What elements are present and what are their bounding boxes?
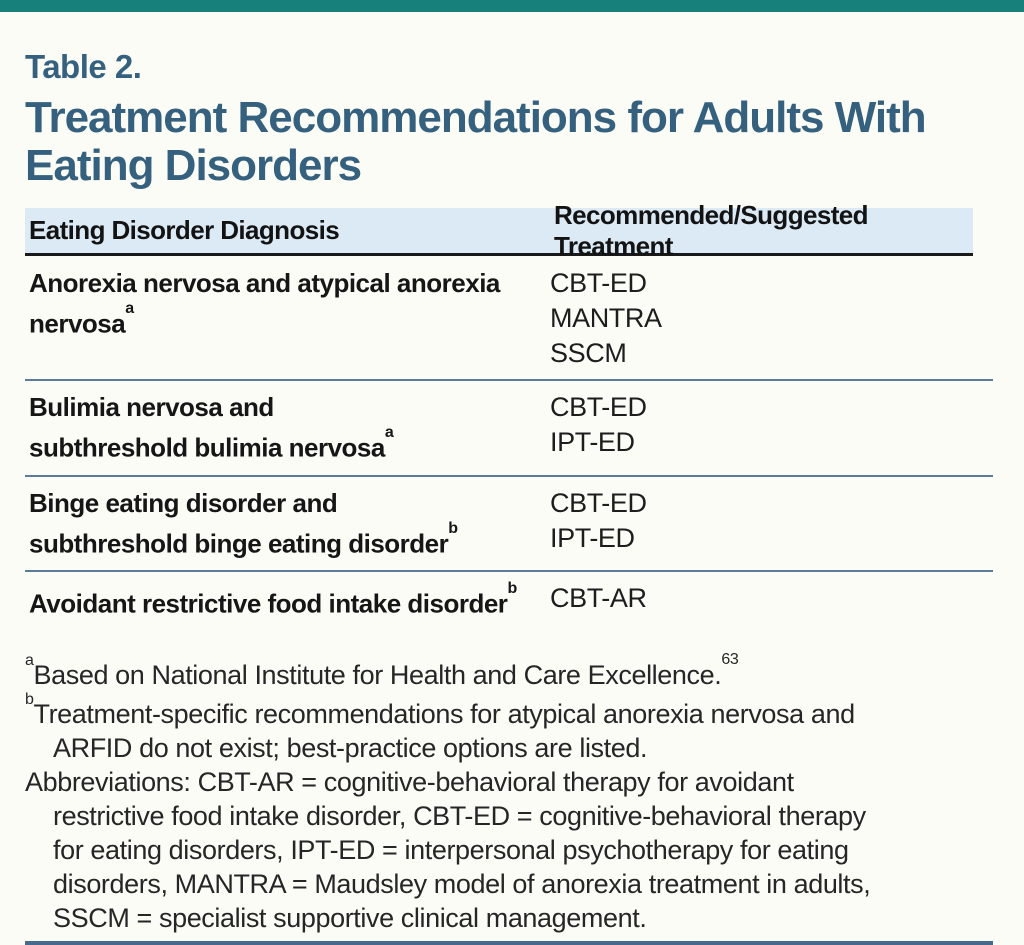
footnote-b-text: Treatment-specific recommendations for a…: [33, 698, 856, 729]
footnote-ref-superscript: a: [125, 300, 135, 317]
table-number-label: Table 2.: [25, 48, 142, 85]
diagnosis-text: Anorexia nervosa and atypical anorexia n…: [29, 268, 500, 339]
footnote-a-text: Based on National Institute for Health a…: [33, 659, 722, 690]
table-row-anorexia: Anorexia nervosa and atypical anorexia n…: [25, 256, 973, 379]
footnote-marker: b: [25, 690, 34, 708]
abbreviations-line3: for eating disorders, IPT-ED = interpers…: [53, 834, 849, 865]
column-header-diagnosis: Eating Disorder Diagnosis: [29, 215, 340, 245]
top-accent-bar: [0, 0, 1024, 12]
row-divider: [25, 474, 993, 477]
diagnosis-cell: Anorexia nervosa and atypical anorexia n…: [25, 266, 550, 371]
treatment-cell: CBT-ED MANTRA SSCM: [550, 268, 662, 368]
abbreviations-line1: Abbreviations: CBT-AR = cognitive-behavi…: [25, 766, 794, 797]
treatment-cell: CBT-AR: [550, 583, 647, 614]
table: Eating Disorder Diagnosis Recommended/Su…: [25, 200, 993, 631]
diagnosis-cell: Binge eating disorder and subthreshold b…: [25, 486, 550, 562]
footnote-ref-superscript: b: [507, 580, 518, 598]
footnote-a: aBased on National Institute for Health …: [25, 650, 993, 692]
abbreviations-line4: disorders, MANTRA = Maudsley model of an…: [53, 868, 871, 899]
citation-superscript: 63: [721, 650, 739, 668]
page-title: Treatment Recommendations for Adults Wit…: [25, 93, 927, 190]
footnote-ref-superscript: a: [384, 424, 394, 441]
diagnosis-cell: Avoidant restrictive food intake disorde…: [25, 580, 550, 622]
column-header-treatment: Recommended/Suggested Treatment: [554, 199, 869, 261]
treatment-cell: CBT-ED IPT-ED: [550, 487, 647, 553]
table-row-arfid: Avoidant restrictive food intake disorde…: [25, 572, 973, 631]
diagnosis-text: Bulimia nervosa and subthreshold bulimia…: [29, 392, 385, 463]
diagnosis-text: Binge eating disorder and subthreshold b…: [29, 487, 449, 559]
row-divider: [25, 570, 993, 573]
footnote-ref-superscript: b: [448, 519, 459, 537]
footnote-b-line2: ARFID do not exist; best-practice option…: [53, 732, 648, 763]
abbreviations-line2: restrictive food intake disorder, CBT-ED…: [53, 800, 866, 831]
diagnosis-text: Avoidant restrictive food intake disorde…: [29, 588, 508, 619]
table-row-binge-eating: Binge eating disorder and subthreshold b…: [25, 477, 973, 571]
row-divider: [25, 379, 993, 381]
table-figure: Table 2. Treatment Recommendations for A…: [0, 48, 1024, 945]
treatment-cell: CBT-ED IPT-ED: [550, 392, 647, 457]
footnote-b-line1: bTreatment-specific recommendations for …: [25, 690, 993, 731]
table-row-bulimia: Bulimia nervosa and subthreshold bulimia…: [25, 381, 973, 475]
footnote-marker: a: [25, 651, 34, 669]
bottom-rule: [25, 940, 993, 945]
diagnosis-cell: Bulimia nervosa and subthreshold bulimia…: [25, 390, 550, 466]
table-header-row: Eating Disorder Diagnosis Recommended/Su…: [25, 200, 973, 261]
footnotes-block: aBased on National Institute for Health …: [25, 650, 993, 935]
abbreviations-line5: SSCM = specialist supportive clinical ma…: [53, 902, 647, 933]
